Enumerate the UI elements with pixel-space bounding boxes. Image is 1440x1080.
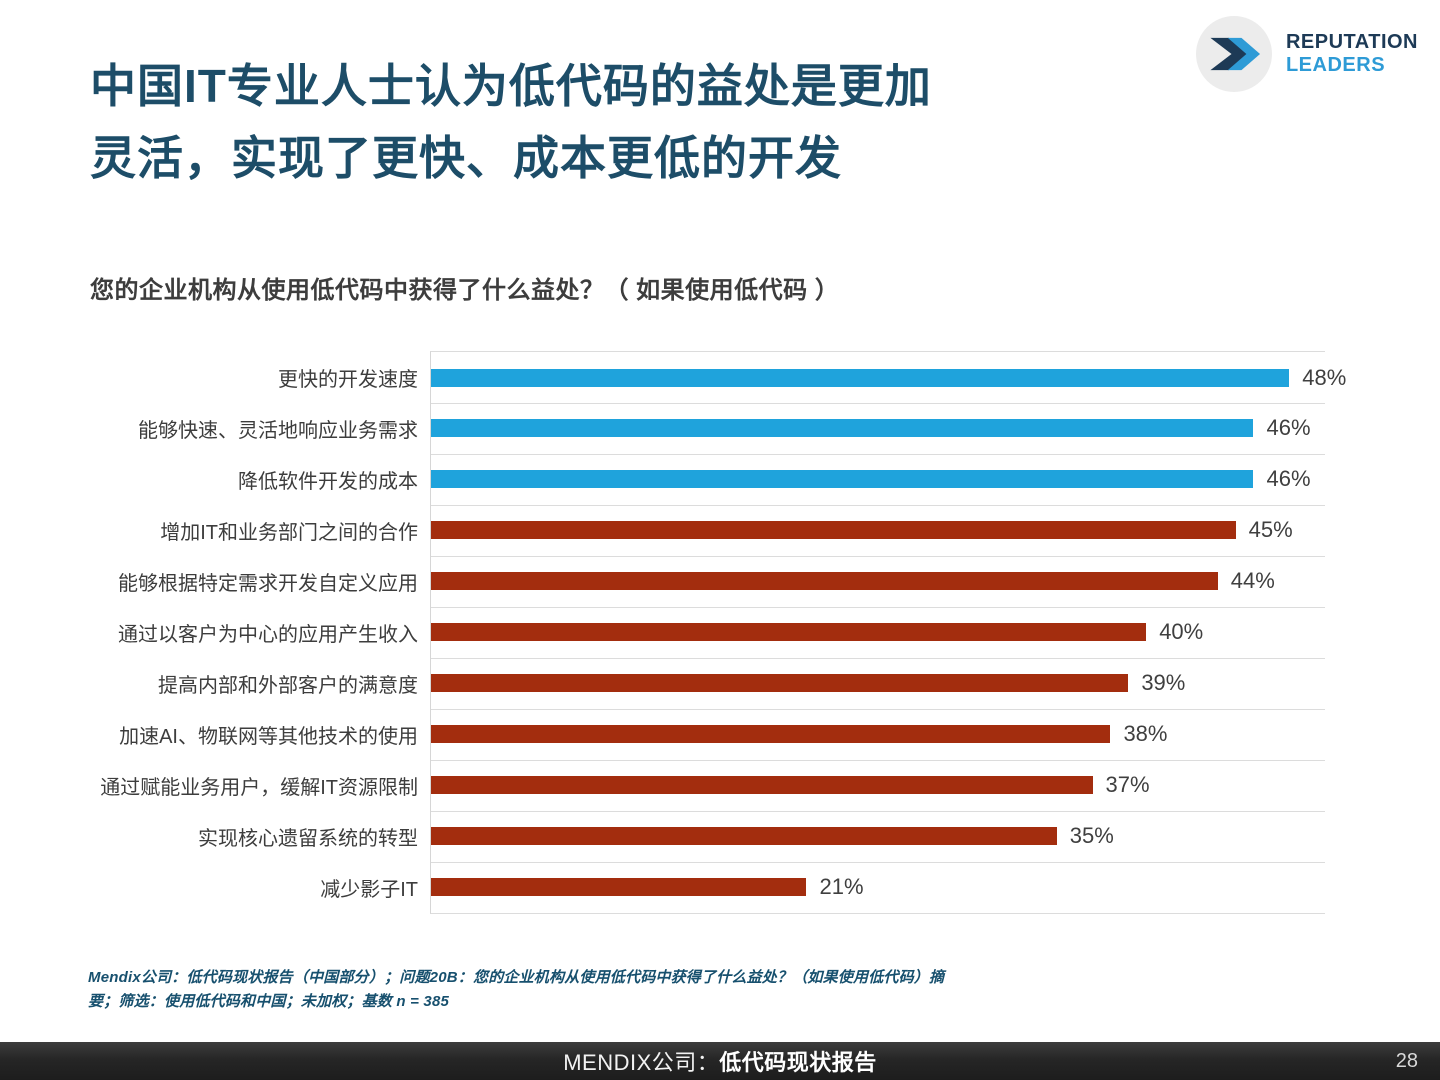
bar (431, 878, 807, 896)
footer-brand: MENDIX公司： (563, 1050, 720, 1075)
value-label: 40% (1159, 619, 1204, 644)
category-label: 实现核心遗留系统的转型 (198, 828, 418, 850)
bar (431, 776, 1093, 794)
page-title-line2: 灵活，实现了更快、成本更低的开发 (90, 132, 842, 184)
chart-row: 更快的开发速度 48% (65, 351, 1346, 404)
category-label: 更快的开发速度 (278, 369, 418, 391)
chart-row: 通过以客户为中心的应用产生收入 40% (65, 606, 1325, 659)
bar-track: 46% (430, 453, 1325, 506)
bar-track: 21% (430, 861, 1325, 914)
value-label: 37% (1105, 772, 1150, 797)
source-note: Mendix公司：低代码现状报告（中国部分）；问题20B：您的企业机构从使用低代… (88, 969, 945, 1010)
logo-chevrons-icon (1195, 16, 1272, 92)
value-label: 38% (1123, 721, 1168, 746)
bar (431, 368, 1290, 387)
category-label: 加速AI、物联网等其他技术的使用 (119, 726, 418, 748)
logo-line1: REPUTATION (1285, 31, 1418, 53)
footer-bar: MENDIX公司：低代码现状报告 28 (0, 1042, 1440, 1080)
bar-track: 37% (430, 759, 1325, 812)
bar-track: 44% (430, 555, 1325, 608)
bar-track: 48% (430, 351, 1346, 404)
reputation-leaders-logo: REPUTATION LEADERS (1195, 16, 1418, 92)
logo-wordmark: REPUTATION LEADERS (1286, 31, 1418, 77)
bar-chart: 更快的开发速度 48% 能够快速、灵活地响应业务需求 46% 降低软件开发的成本 46% 增… (65, 351, 1346, 914)
value-label: 44% (1230, 568, 1275, 593)
bar-track: 45% (430, 504, 1325, 557)
bar (431, 725, 1111, 743)
category-label: 能够根据特定需求开发自定义应用 (118, 573, 418, 595)
chart-row: 减少影子IT 21% (65, 861, 1325, 914)
bar-track: 39% (430, 657, 1325, 710)
bar (431, 674, 1129, 692)
chart-row: 加速AI、物联网等其他技术的使用 38% (65, 708, 1325, 761)
value-label: 21% (819, 874, 864, 899)
value-label: 46% (1266, 466, 1311, 491)
footer-title: MENDIX公司：低代码现状报告 (563, 1045, 877, 1077)
category-label: 增加IT和业务部门之间的合作 (160, 522, 418, 544)
bar-track: 38% (430, 708, 1325, 761)
category-label: 减少影子IT (320, 879, 418, 901)
page-number: 28 (1395, 1049, 1418, 1072)
chart-row: 降低软件开发的成本 46% (65, 453, 1325, 506)
bar (431, 623, 1147, 641)
category-label: 通过以客户为中心的应用产生收入 (118, 624, 418, 646)
value-label: 35% (1069, 823, 1114, 848)
bar (431, 827, 1057, 845)
bar (431, 572, 1218, 590)
chart-row: 实现核心遗留系统的转型 35% (65, 810, 1325, 863)
bar (431, 470, 1254, 488)
logo-line2: LEADERS (1285, 54, 1386, 76)
bar-track: 40% (430, 606, 1325, 659)
page-title: 中国IT专业人士认为低代码的益处是更加 灵活，实现了更快、成本更低的开发 (90, 50, 1150, 194)
footer-report-name: 低代码现状报告 (719, 1050, 877, 1075)
category-label: 通过赋能业务用户，缓解IT资源限制 (100, 777, 418, 799)
bar (431, 419, 1254, 437)
survey-question: 您的企业机构从使用低代码中获得了什么益处？（ 如果使用低代码 ） (90, 277, 840, 304)
value-label: 46% (1266, 415, 1311, 440)
chart-rows: 更快的开发速度 48% 能够快速、灵活地响应业务需求 46% 降低软件开发的成本 46% 增… (65, 351, 1346, 914)
page-title-line1: 中国IT专业人士认为低代码的益处是更加 (90, 60, 932, 112)
bar-track: 46% (430, 402, 1325, 455)
bar (431, 521, 1236, 539)
chart-row: 提高内部和外部客户的满意度 39% (65, 657, 1325, 710)
value-label: 39% (1141, 670, 1186, 695)
category-label: 能够快速、灵活地响应业务需求 (138, 420, 418, 442)
chart-row: 能够快速、灵活地响应业务需求 46% (65, 402, 1325, 455)
category-label: 提高内部和外部客户的满意度 (158, 675, 418, 697)
value-label: 48% (1302, 364, 1347, 390)
bar-track: 35% (430, 810, 1325, 863)
chart-row: 能够根据特定需求开发自定义应用 44% (65, 555, 1325, 608)
chart-row: 通过赋能业务用户，缓解IT资源限制 37% (65, 759, 1325, 812)
chart-row: 增加IT和业务部门之间的合作 45% (65, 504, 1325, 557)
value-label: 45% (1248, 517, 1293, 542)
category-label: 降低软件开发的成本 (238, 471, 418, 493)
